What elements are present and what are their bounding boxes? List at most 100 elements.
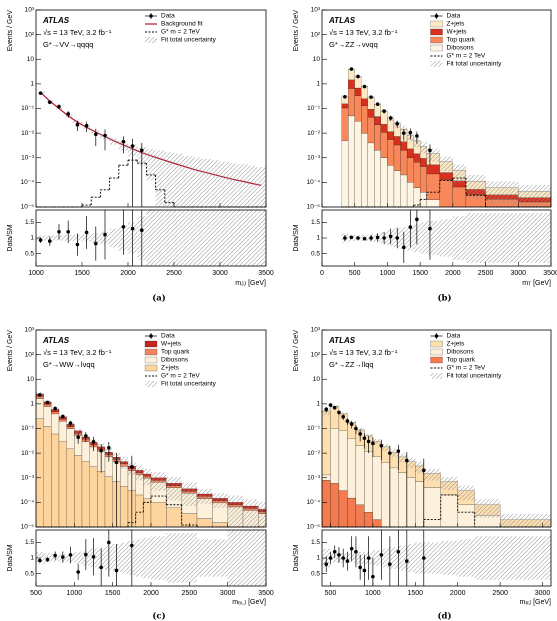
- ratio-point: [68, 553, 73, 557]
- legend-label: Z+jets: [447, 341, 466, 348]
- stack-bar: [393, 136, 401, 146]
- legend-swatch: [430, 20, 443, 28]
- ratio-point: [379, 553, 384, 557]
- uncertainty-band: [155, 150, 165, 207]
- ratio-uncertainty-band: [201, 210, 211, 266]
- y-tick-label: 10: [27, 376, 35, 383]
- channel-label: G*→VV→qqqq: [43, 40, 93, 49]
- ratio-point: [66, 229, 70, 234]
- stack-bar: [58, 421, 67, 442]
- y-tick-label: 10: [313, 56, 321, 63]
- ratio-uncertainty-band: [109, 228, 119, 248]
- stack-bar: [89, 466, 98, 528]
- legend-swatch: [144, 364, 158, 372]
- y-tick-label: 10⁻⁴: [307, 499, 321, 506]
- data-point: [53, 406, 57, 411]
- experiment-label: ATLAS: [328, 336, 356, 345]
- caption: (c): [152, 611, 165, 621]
- ratio-point: [332, 549, 337, 554]
- ratio-point: [114, 568, 119, 573]
- uncertainty-band: [227, 495, 243, 527]
- y-axis-label: Events / GeV: [293, 10, 300, 52]
- stack-bar: [367, 117, 375, 144]
- legend-label: G* m = 2 TeV: [161, 29, 200, 36]
- stack-bar: [406, 182, 414, 208]
- ratio-uncertainty-band: [74, 551, 82, 565]
- stack-bar: [354, 76, 362, 89]
- data-point: [349, 67, 354, 71]
- ratio-uncertainty-band: [146, 210, 156, 266]
- y-tick-label: 10³: [25, 7, 35, 14]
- legend-label: Top quark: [161, 349, 190, 356]
- stack-bar: [348, 115, 355, 208]
- ratio-uncertainty-band: [227, 530, 243, 586]
- y-axis-label: Events / GeV: [7, 10, 14, 52]
- legend-data-marker: [149, 334, 153, 338]
- ratio-uncertainty-band: [420, 222, 427, 254]
- ratio-y-tick-label: 1.5: [311, 539, 320, 546]
- data-point: [428, 148, 432, 153]
- ratio-point: [388, 234, 393, 239]
- data-point: [140, 148, 144, 153]
- x-tick-label: 2000: [445, 270, 461, 277]
- legend-swatch: [430, 36, 443, 44]
- x-tick-label: 1000: [365, 590, 381, 597]
- uncertainty-band: [174, 153, 184, 207]
- x-tick-label: 1000: [67, 590, 83, 597]
- data-point: [38, 393, 42, 397]
- y-tick-label: 10: [27, 56, 35, 63]
- ratio-y-tick-label: 1.5: [25, 539, 34, 546]
- uncertainty-band: [201, 158, 211, 207]
- uncertainty-band: [229, 163, 239, 207]
- x-tick-label: 2500: [166, 270, 182, 277]
- uncertainty-band: [143, 468, 151, 486]
- legend-swatch: [430, 356, 443, 364]
- caption: (d): [438, 611, 452, 621]
- data-point: [345, 419, 350, 423]
- stack-bar: [74, 455, 83, 528]
- y-tick-label: 10²: [25, 351, 35, 358]
- ratio-point: [328, 556, 333, 560]
- ratio-y-tick-label: 1: [30, 555, 34, 562]
- ratio-uncertainty-band: [183, 210, 193, 266]
- y-tick-label: 10⁻³: [307, 154, 321, 161]
- x-tick-label: 3000: [535, 590, 551, 597]
- ratio-uncertainty-band: [247, 210, 257, 266]
- stack-bar: [440, 494, 458, 528]
- data-point: [91, 439, 96, 444]
- legend-label: Fit total uncertainty: [161, 37, 217, 44]
- stack-bar: [58, 419, 67, 422]
- ratio-uncertainty-band: [440, 540, 458, 576]
- stack-bar: [389, 467, 399, 528]
- legend-label: W+jets: [161, 341, 182, 348]
- ratio-y-axis-label: Data/SM: [7, 224, 14, 251]
- uncertainty-band: [109, 138, 119, 145]
- data-point: [66, 112, 70, 116]
- stack-bar: [361, 105, 368, 134]
- uncertainty-band: [500, 513, 551, 527]
- ratio-point: [57, 229, 61, 234]
- stack-bar: [406, 477, 416, 528]
- ratio-point: [358, 565, 362, 570]
- channel-label: G*→ZZ→ννqq: [329, 40, 378, 49]
- stack-bar: [354, 87, 362, 96]
- stack-bar: [380, 157, 388, 208]
- x-axis-label-main: m: [232, 599, 238, 606]
- legend-label: Z+jets: [161, 365, 180, 372]
- stack-bar: [321, 480, 331, 528]
- data-point: [130, 464, 134, 469]
- uncertainty-band: [166, 476, 182, 501]
- stack-bar: [367, 142, 375, 208]
- data-point: [38, 91, 43, 95]
- uncertainty-band: [256, 167, 266, 207]
- ratio-uncertainty-band: [151, 536, 167, 580]
- x-tick-label: 500: [349, 270, 361, 277]
- stack-bar: [374, 150, 381, 208]
- uncertainty-band: [247, 165, 257, 207]
- ratio-uncertainty-band: [212, 539, 228, 577]
- y-tick-label: 10⁻²: [307, 450, 321, 457]
- ratio-point: [84, 230, 89, 235]
- stack-bar: [212, 522, 228, 528]
- ratio-uncertainty-band: [439, 219, 453, 257]
- stack-bar: [166, 507, 182, 528]
